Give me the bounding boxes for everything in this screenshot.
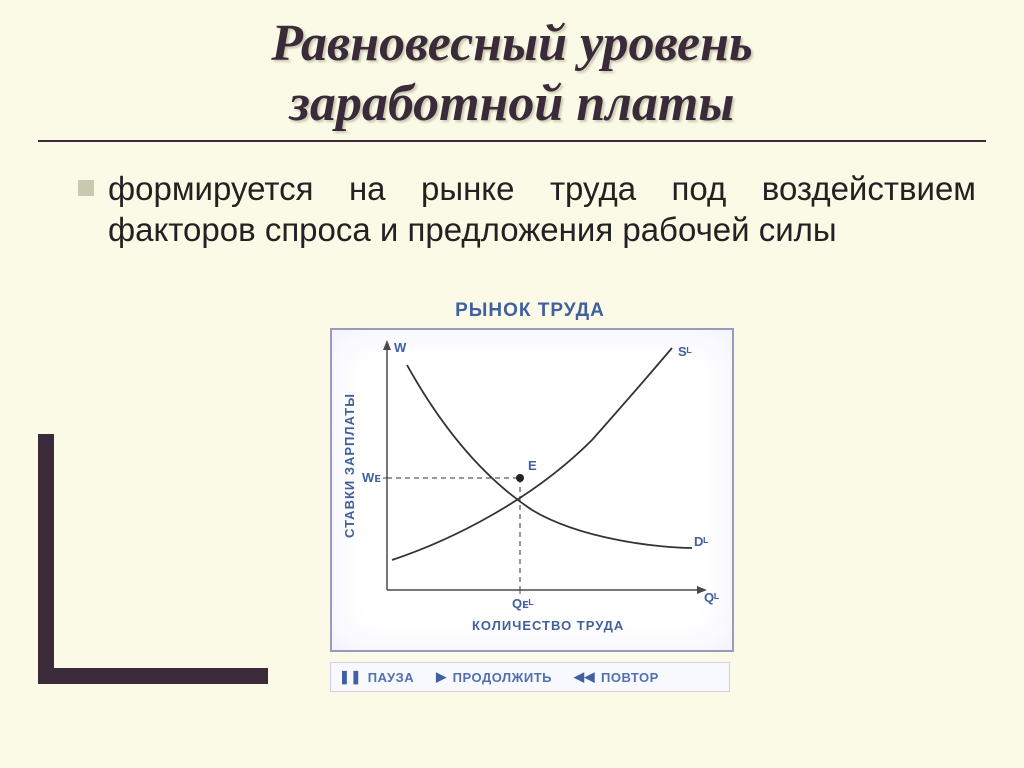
media-bar: ❚❚ ПАУЗА ▶ ПРОДОЛЖИТЬ ◀◀ ПОВТОР [330, 662, 730, 692]
rewind-icon: ◀◀ [574, 669, 595, 685]
slide-title: Равновесный уровень заработной платы [40, 14, 984, 134]
body-text: формируется на рынке труда под воздейств… [108, 168, 976, 251]
we-label: Wᴇ [362, 470, 381, 485]
q-max-label: Qᴸ [704, 590, 719, 605]
supply-curve [392, 348, 672, 560]
title-line-1: Равновесный уровень [271, 15, 753, 72]
slide: Равновесный уровень заработной платы фор… [0, 0, 1024, 768]
title-underline [38, 140, 986, 142]
bullet-row: формируется на рынке труда под воздейств… [78, 168, 976, 251]
decor-lframe-horizontal [38, 668, 268, 684]
pause-button[interactable]: ❚❚ ПАУЗА [339, 669, 414, 685]
chart-wrap: РЫНОК ТРУДА E W W [330, 300, 730, 692]
bullet-icon [78, 180, 94, 196]
continue-label: ПРОДОЛЖИТЬ [453, 670, 552, 685]
demand-label: Dᴸ [694, 534, 708, 549]
title-line-2: заработной платы [290, 75, 735, 132]
pause-label: ПАУЗА [368, 670, 414, 685]
eq-point [516, 474, 524, 482]
body-area: формируется на рынке труда под воздейств… [78, 168, 976, 251]
y-axis-title: СТАВКИ ЗАРПЛАТЫ [342, 393, 357, 538]
title-block: Равновесный уровень заработной платы [0, 0, 1024, 142]
supply-label: Sᴸ [678, 344, 692, 359]
x-axis-title: КОЛИЧЕСТВО ТРУДА [472, 618, 624, 633]
chart-frame: E W Wᴇ Qᴇᴸ Qᴸ Sᴸ Dᴸ СТАВКИ ЗАРПЛАТЫ КОЛИ… [330, 328, 734, 652]
chart-svg: E W Wᴇ Qᴇᴸ Qᴸ Sᴸ Dᴸ СТАВКИ ЗАРПЛАТЫ КОЛИ… [332, 330, 732, 650]
decor-lframe-vertical [38, 434, 54, 684]
pause-icon: ❚❚ [339, 669, 362, 685]
demand-curve [407, 365, 692, 548]
eq-label: E [528, 458, 537, 473]
y-top-label: W [394, 340, 407, 355]
repeat-button[interactable]: ◀◀ ПОВТОР [574, 669, 659, 685]
continue-button[interactable]: ▶ ПРОДОЛЖИТЬ [436, 669, 552, 685]
chart-title: РЫНОК ТРУДА [330, 300, 730, 322]
qe-label: Qᴇᴸ [512, 596, 534, 611]
y-axis-arrow [383, 340, 391, 350]
play-icon: ▶ [436, 669, 447, 685]
repeat-label: ПОВТОР [601, 670, 659, 685]
